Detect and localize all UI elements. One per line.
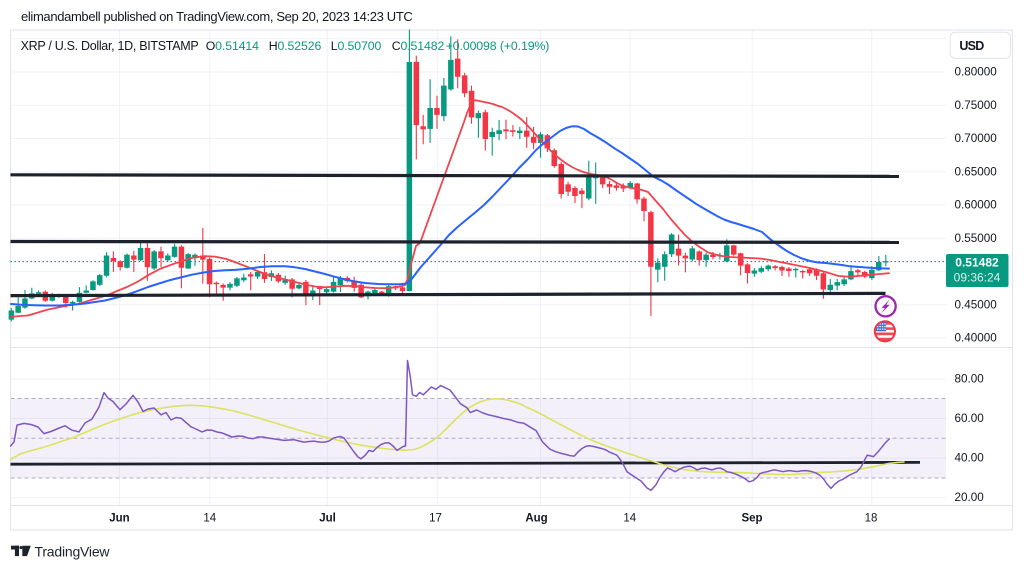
svg-text:60.00: 60.00 [955,412,985,425]
svg-text:0.65000: 0.65000 [955,165,998,178]
svg-text:0.75000: 0.75000 [955,99,998,112]
svg-text:Jun: Jun [109,513,129,525]
svg-text:14: 14 [623,513,636,525]
svg-text:XRP / U.S. Dollar, 1D, BITSTAM: XRP / U.S. Dollar, 1D, BITSTAMP [21,39,199,53]
svg-text:0.55000: 0.55000 [955,232,998,245]
svg-text:0.40000: 0.40000 [955,332,998,345]
svg-text:17: 17 [429,513,442,525]
svg-text:80.00: 80.00 [955,373,985,386]
svg-text:20.00: 20.00 [955,491,985,504]
svg-text:USD: USD [959,39,984,53]
svg-text:TradingView: TradingView [35,543,111,559]
svg-text:+0.00098 (+0.19%): +0.00098 (+0.19%) [446,39,550,53]
svg-text:18: 18 [865,513,878,525]
svg-text:14: 14 [203,513,216,525]
svg-text:40.00: 40.00 [955,452,985,465]
svg-text:H0.52526: H0.52526 [269,39,322,53]
svg-text:L0.50700: L0.50700 [331,39,382,53]
svg-text:Aug: Aug [525,513,547,525]
svg-text:C0.51482: C0.51482 [392,39,445,53]
svg-text:Sep: Sep [741,513,762,525]
svg-text:09:36:24: 09:36:24 [954,271,1001,285]
svg-text:0.45000: 0.45000 [955,298,998,311]
svg-text:0.51482: 0.51482 [955,256,999,270]
svg-text:0.80000: 0.80000 [955,66,998,79]
svg-text:Jul: Jul [319,513,336,525]
svg-text:elimandambell published on Tra: elimandambell published on TradingView.c… [21,9,412,24]
svg-text:0.70000: 0.70000 [955,132,998,145]
svg-text:O0.51414: O0.51414 [206,39,259,53]
svg-text:0.60000: 0.60000 [955,199,998,212]
